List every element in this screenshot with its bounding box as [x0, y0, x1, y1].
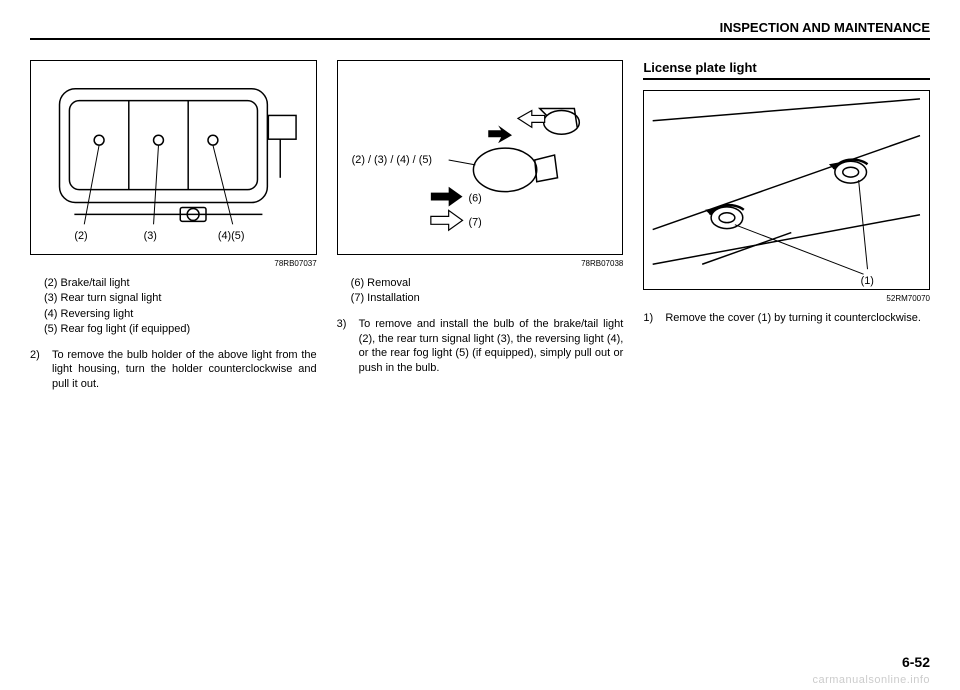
column-2: (2) / (3) / (4) / (5) (6) (7) 78RB07038 … [337, 60, 624, 620]
legend-line: (3) Rear turn signal light [44, 291, 317, 306]
step-number: 2) [30, 348, 46, 393]
fig1-label-2: (2) [74, 230, 87, 242]
figure-2-box: (2) / (3) / (4) / (5) (6) (7) [337, 60, 624, 255]
figure-1-legend: (2) Brake/tail light (3) Rear turn signa… [44, 276, 317, 338]
section-header: INSPECTION AND MAINTENANCE [720, 20, 930, 35]
step-number: 3) [337, 317, 353, 376]
figure-1-ref: 78RB07037 [30, 259, 317, 268]
figure-3-box: (1) [643, 90, 930, 290]
column-1: (2) (3) (4)(5) 78RB07037 (2) Brake/tail … [30, 60, 317, 620]
figure-1-box: (2) (3) (4)(5) [30, 60, 317, 255]
watermark: carmanualsonline.info [812, 674, 930, 686]
fig2-combo-label: (2) / (3) / (4) / (5) [351, 154, 431, 166]
page-number: 6-52 [902, 654, 930, 670]
figure-2-svg: (2) / (3) / (4) / (5) (6) (7) [338, 61, 623, 254]
legend-line: (2) Brake/tail light [44, 276, 317, 291]
content-columns: (2) (3) (4)(5) 78RB07037 (2) Brake/tail … [30, 60, 930, 620]
figure-1-svg: (2) (3) (4)(5) [31, 61, 316, 254]
step-2: 2) To remove the bulb holder of the abov… [30, 348, 317, 393]
header-rule [30, 38, 930, 40]
step-text: To remove and install the bulb of the br… [359, 317, 624, 376]
column-3: License plate light [643, 60, 930, 620]
step-text: Remove the cover (1) by turning it count… [665, 311, 930, 326]
step-number: 1) [643, 311, 659, 326]
legend-line: (7) Installation [351, 291, 624, 306]
step-3: 3) To remove and install the bulb of the… [337, 317, 624, 376]
fig3-label-1: (1) [861, 275, 874, 287]
fig2-label-6: (6) [468, 193, 481, 205]
legend-line: (6) Removal [351, 276, 624, 291]
step-1: 1) Remove the cover (1) by turning it co… [643, 311, 930, 326]
fig1-label-3: (3) [144, 230, 157, 242]
figure-3-ref: 52RM70070 [643, 294, 930, 303]
legend-line: (5) Rear fog light (if equipped) [44, 322, 317, 337]
page: INSPECTION AND MAINTENANCE [30, 20, 930, 670]
legend-line: (4) Reversing light [44, 307, 317, 322]
fig1-label-45: (4)(5) [218, 230, 245, 242]
fig2-label-7: (7) [468, 216, 481, 228]
figure-2-ref: 78RB07038 [337, 259, 624, 268]
figure-2-legend: (6) Removal (7) Installation [351, 276, 624, 307]
step-text: To remove the bulb holder of the above l… [52, 348, 317, 393]
subsection-title: License plate light [643, 60, 930, 80]
figure-3-svg: (1) [644, 91, 929, 289]
